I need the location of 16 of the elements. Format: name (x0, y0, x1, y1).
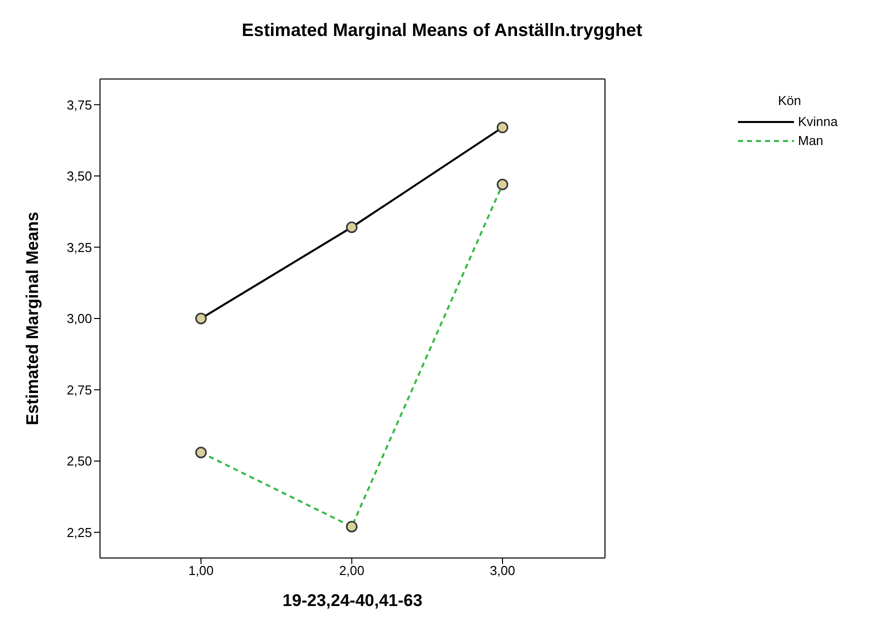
x-axis-title: 19-23,24-40,41-63 (282, 591, 422, 610)
x-tick-label: 1,00 (188, 563, 214, 578)
legend-label: Man (798, 133, 824, 148)
y-tick-label: 2,25 (66, 524, 92, 540)
chart-title: Estimated Marginal Means of Anställn.trygghet (240, 20, 644, 41)
y-tick-label: 3,25 (66, 240, 92, 255)
y-tick-label: 2,75 (66, 382, 92, 398)
y-tick-label: 3,50 (66, 168, 92, 184)
y-tick-label: 3,75 (66, 97, 92, 112)
y-tick-label: 2,50 (66, 454, 92, 469)
legend-title: Kön (778, 93, 802, 108)
y-axis-title: Estimated Marginal Means (23, 212, 42, 426)
x-tick-label: 3,00 (490, 563, 516, 578)
y-tick-label: 3,00 (66, 311, 92, 326)
legend-label: Kvinna (798, 114, 838, 129)
x-tick-label: 2,00 (339, 563, 364, 578)
